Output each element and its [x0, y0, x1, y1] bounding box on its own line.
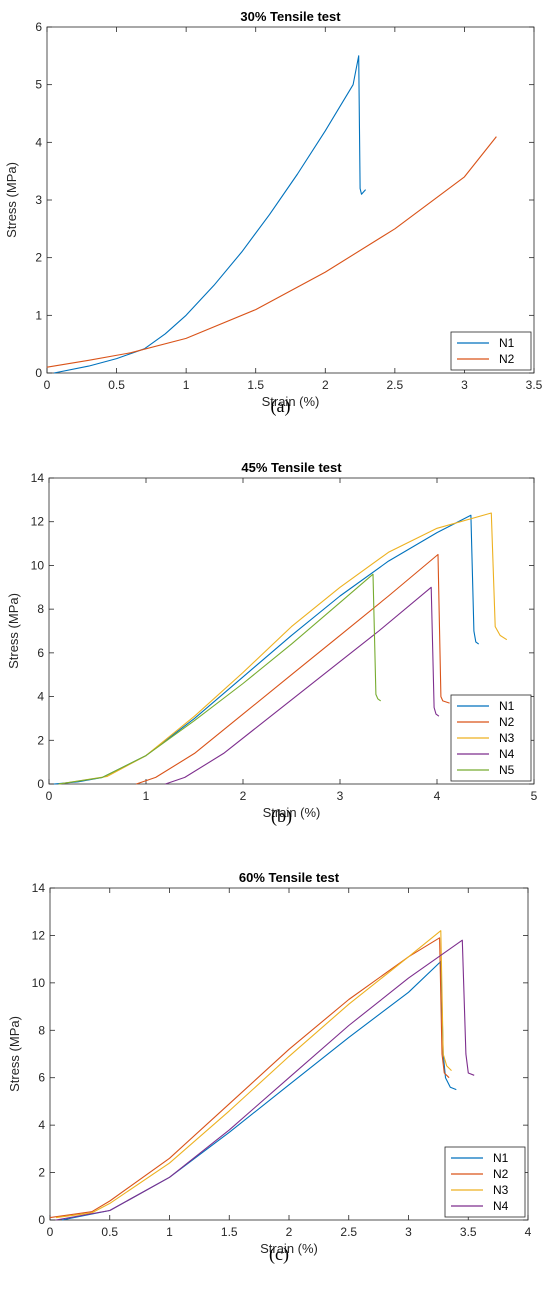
legend-box: [444, 1146, 526, 1218]
legend-label: N2: [499, 352, 515, 366]
x-tick-label: 2.5: [387, 378, 404, 392]
series-line-n4: [55, 939, 475, 1221]
y-axis-label: Stress (MPa): [7, 1016, 22, 1092]
x-tick-label: 0.5: [101, 1225, 118, 1239]
legend-label: N1: [493, 1151, 509, 1165]
x-tick-label: 1: [143, 789, 150, 803]
panel-caption: (b): [271, 806, 292, 827]
y-tick-label: 12: [31, 515, 45, 529]
y-tick-label: 4: [37, 690, 44, 704]
y-tick-label: 6: [35, 20, 42, 34]
legend-label: N4: [493, 1199, 509, 1213]
y-tick-label: 10: [32, 976, 46, 990]
series-line-n3: [55, 930, 452, 1219]
y-tick-label: 6: [37, 646, 44, 660]
y-tick-label: 5: [35, 78, 42, 92]
series-line-n1: [53, 55, 367, 374]
x-tick-label: 2: [240, 789, 247, 803]
y-tick-label: 14: [31, 471, 45, 485]
x-tick-label: 2.5: [340, 1225, 357, 1239]
legend-label: N2: [499, 715, 515, 729]
panel-caption: (a): [271, 396, 291, 417]
plot-area: [46, 26, 535, 374]
x-tick-label: 3: [405, 1225, 412, 1239]
y-tick-label: 12: [32, 928, 46, 942]
y-tick-label: 10: [31, 558, 45, 572]
series-line-n5: [58, 573, 382, 785]
chart-panel-1: 30% Tensile test 0 0.5 1 1.5 2 2.5 3 3.5 0 1 2 3 4 5 6 S…: [4, 9, 543, 417]
chart-title: 30% Tensile test: [240, 9, 341, 24]
legend-label: N1: [499, 699, 515, 713]
x-tick-label: 0: [46, 789, 53, 803]
legend-label: N3: [499, 731, 515, 745]
legend-label: N2: [493, 1167, 509, 1181]
x-tick-label: 3.5: [460, 1225, 477, 1239]
y-axis-label: Stress (MPa): [6, 593, 21, 669]
legend-label: N3: [493, 1183, 509, 1197]
x-tick-label: 3: [461, 378, 468, 392]
x-tick-label: 0: [44, 378, 51, 392]
x-tick-label: 0: [47, 1225, 54, 1239]
series-line-n2: [136, 553, 450, 785]
x-tick-label: 5: [531, 789, 538, 803]
y-tick-label: 3: [35, 193, 42, 207]
x-tick-label: 1: [183, 378, 190, 392]
x-tick-label: 1.5: [221, 1225, 238, 1239]
y-axis-label: Stress (MPa): [4, 162, 19, 238]
y-tick-label: 0: [38, 1213, 45, 1227]
y-tick-label: 0: [37, 777, 44, 791]
legend-box: [450, 331, 532, 371]
x-tick-label: 4: [525, 1225, 532, 1239]
y-tick-label: 2: [37, 733, 44, 747]
x-tick-label: 1.5: [247, 378, 264, 392]
y-tick-label: 4: [38, 1118, 45, 1132]
x-axis-label: Strain (%): [260, 1241, 318, 1256]
legend: N1 N2 N3 N4: [444, 1146, 526, 1218]
panel-caption: (c): [269, 1244, 289, 1265]
y-tick-label: 4: [35, 135, 42, 149]
x-tick-label: 2: [322, 378, 329, 392]
y-tick-label: 8: [38, 1023, 45, 1037]
chart-panel-3: 60% Tensile test 0 0.5 1 1.5 2 2.5 3 3.5 4 0 2 4 6 8 10…: [7, 870, 532, 1265]
y-tick-label: 6: [38, 1071, 45, 1085]
x-tick-label: 4: [434, 789, 441, 803]
y-tick-label: 1: [35, 308, 42, 322]
x-axis-label: Strain (%): [262, 394, 320, 409]
series-line-n2: [46, 136, 497, 368]
series-line-n4: [165, 586, 440, 785]
y-tick-label: 2: [38, 1166, 45, 1180]
y-tick-label: 2: [35, 251, 42, 265]
legend: N1 N2 N3 N4 N5: [450, 694, 532, 782]
chart-title: 60% Tensile test: [239, 870, 340, 885]
x-tick-label: 0.5: [108, 378, 125, 392]
y-tick-label: 14: [32, 881, 46, 895]
chart-title: 45% Tensile test: [241, 460, 342, 475]
x-tick-label: 3.5: [526, 378, 543, 392]
series-line-n2: [49, 937, 450, 1219]
x-tick-label: 1: [166, 1225, 173, 1239]
legend-label: N4: [499, 747, 515, 761]
x-tick-label: 3: [337, 789, 344, 803]
y-tick-label: 8: [37, 602, 44, 616]
y-tick-label: 0: [35, 366, 42, 380]
legend-label: N1: [499, 336, 515, 350]
x-axis-label: Strain (%): [263, 805, 321, 820]
legend-label: N5: [499, 763, 515, 777]
x-tick-label: 2: [286, 1225, 293, 1239]
